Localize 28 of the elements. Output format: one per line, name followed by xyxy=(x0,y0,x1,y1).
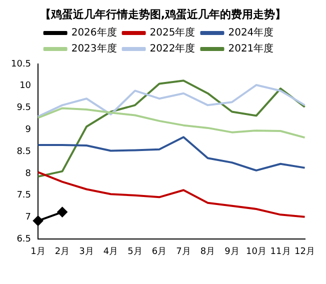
x-tick-label: 7月 xyxy=(176,246,191,257)
legend-label: 2023年度 xyxy=(71,42,117,55)
legend-label: 2026年度 xyxy=(71,26,117,39)
y-tick-label: 10 xyxy=(20,81,32,92)
y-tick-label: 7.5 xyxy=(16,190,32,201)
x-tick-label: 11月 xyxy=(270,246,291,257)
y-tick-label: 8 xyxy=(25,168,32,179)
x-tick-label: 2月 xyxy=(54,246,70,257)
y-tick-label: 9 xyxy=(25,125,32,136)
y-tick-label: 10.5 xyxy=(10,59,32,70)
x-tick-label: 5月 xyxy=(128,246,142,257)
legend-label: 2021年度 xyxy=(228,42,274,55)
y-tick-label: 8.5 xyxy=(16,146,32,157)
x-tick-label: 6月 xyxy=(152,246,167,257)
y-tick-label: 6.5 xyxy=(16,234,32,245)
x-tick-label: 3月 xyxy=(79,246,94,257)
chart-title: 【鸡蛋近几年行情走势图,鸡蛋近几年的费用走势】 xyxy=(38,8,288,22)
x-tick-label: 12月 xyxy=(294,246,315,257)
x-tick-label: 9月 xyxy=(224,246,240,257)
x-tick-label: 1月 xyxy=(30,246,46,257)
x-tick-label: 4月 xyxy=(103,246,118,257)
x-tick-label: 8月 xyxy=(200,246,216,257)
x-tick-label: 10月 xyxy=(246,246,267,257)
y-tick-label: 9.5 xyxy=(16,103,32,114)
legend-label: 2025年度 xyxy=(150,26,196,39)
legend-label: 2022年度 xyxy=(150,42,196,55)
y-tick-label: 7 xyxy=(25,212,32,223)
legend-label: 2024年度 xyxy=(228,26,274,39)
